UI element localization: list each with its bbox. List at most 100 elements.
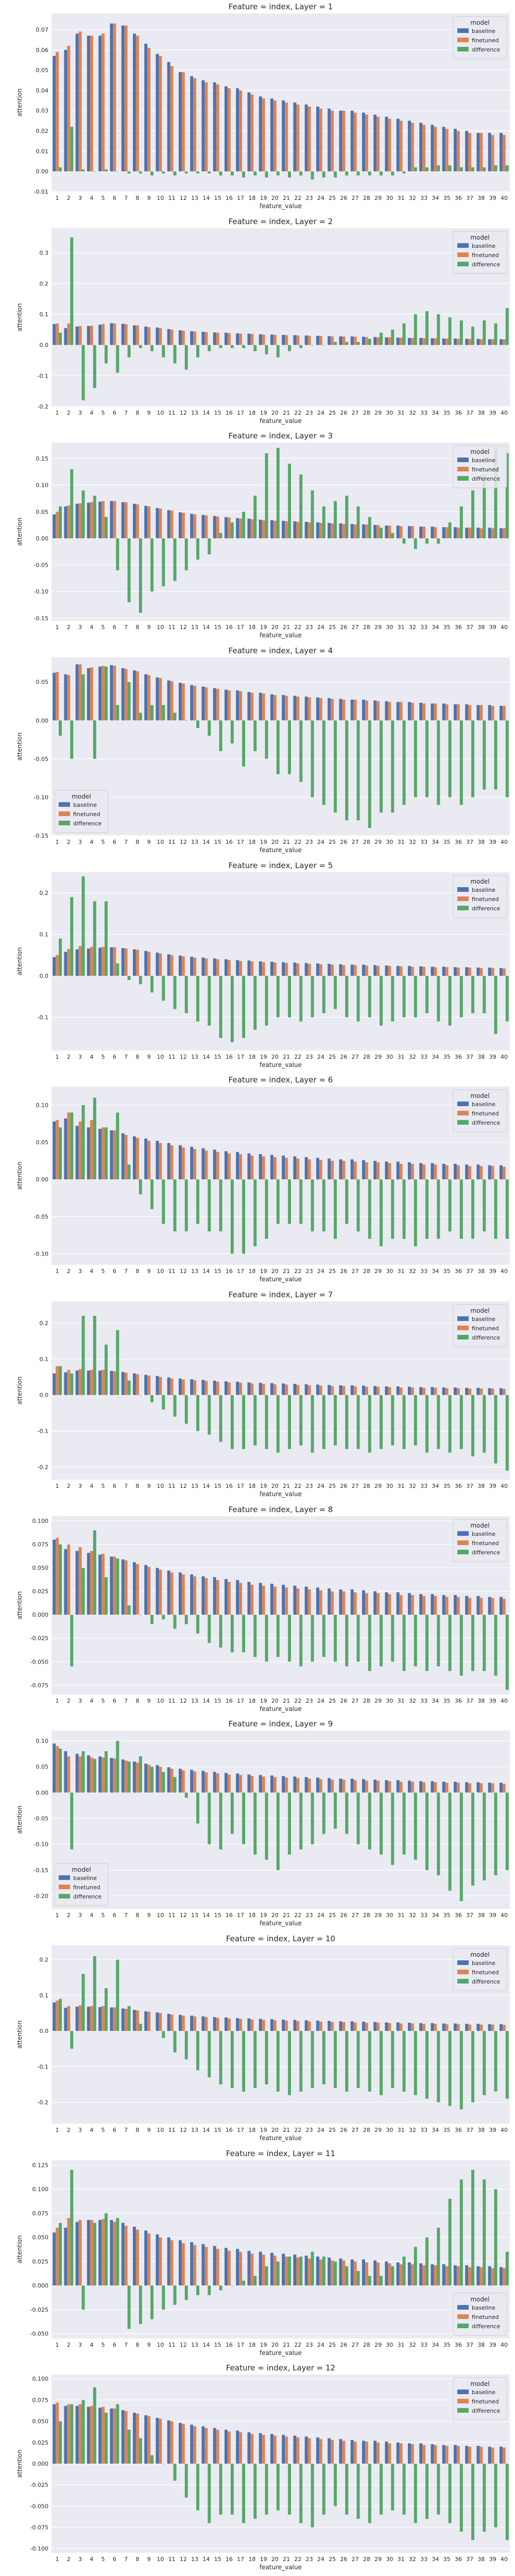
x-tick-label: 10 xyxy=(157,1912,164,1919)
bar-baseline-35 xyxy=(442,2023,445,2031)
bar-difference-40 xyxy=(505,1614,509,1690)
legend-swatch-finetuned xyxy=(457,1326,469,1331)
bar-finetuned-10 xyxy=(159,328,162,345)
bar-finetuned-16 xyxy=(227,1382,231,1395)
x-tick-label: 26 xyxy=(340,839,347,845)
bar-difference-38 xyxy=(483,1179,486,1232)
bar-baseline-20 xyxy=(270,2434,273,2464)
legend-swatch-baseline xyxy=(59,802,71,807)
bar-difference-9 xyxy=(150,1395,154,1402)
bar-difference-28 xyxy=(368,171,371,176)
bar-baseline-27 xyxy=(350,110,354,172)
bar-difference-1 xyxy=(59,720,62,736)
bar-finetuned-11 xyxy=(170,2014,174,2031)
bar-difference-13 xyxy=(196,171,200,174)
bar-baseline-3 xyxy=(75,2222,79,2285)
legend-entry-baseline: baseline xyxy=(472,457,495,464)
bar-difference-32 xyxy=(414,538,417,549)
bar-finetuned-28 xyxy=(365,524,368,539)
x-tick-label: 1 xyxy=(56,410,59,416)
bar-finetuned-5 xyxy=(101,946,105,976)
bar-finetuned-30 xyxy=(388,965,391,976)
bar-baseline-11 xyxy=(167,954,170,976)
bar-baseline-19 xyxy=(259,2251,262,2285)
legend-entry-baseline: baseline xyxy=(472,243,495,249)
bar-baseline-15 xyxy=(213,332,216,345)
x-tick-label: 1 xyxy=(56,2342,59,2348)
bar-baseline-36 xyxy=(453,2445,457,2464)
y-tick-label: -0.10 xyxy=(34,1841,48,1848)
bar-finetuned-35 xyxy=(445,704,449,721)
bar-difference-33 xyxy=(425,2464,429,2519)
bar-difference-24 xyxy=(322,720,325,805)
bar-difference-26 xyxy=(345,975,349,1018)
bar-baseline-1 xyxy=(53,1373,56,1395)
bar-baseline-15 xyxy=(213,958,216,976)
bar-finetuned-25 xyxy=(331,1780,334,1793)
bar-baseline-24 xyxy=(316,963,319,976)
bar-difference-6 xyxy=(116,1112,119,1180)
x-tick-label: 24 xyxy=(317,1268,324,1275)
x-tick-label: 24 xyxy=(317,2556,324,2563)
bar-difference-6 xyxy=(116,1330,119,1395)
x-tick-label: 24 xyxy=(317,1912,324,1919)
bar-difference-33 xyxy=(425,1614,429,1671)
y-axis-label: attention xyxy=(16,89,23,117)
bar-baseline-26 xyxy=(339,964,342,976)
x-tick-label: 23 xyxy=(306,1698,313,1704)
bar-finetuned-29 xyxy=(376,1781,380,1793)
bar-difference-17 xyxy=(242,512,246,539)
bar-baseline-12 xyxy=(178,330,182,345)
bar-finetuned-36 xyxy=(456,1388,460,1395)
bar-baseline-36 xyxy=(453,1164,457,1180)
bar-baseline-21 xyxy=(282,1584,285,1615)
bar-baseline-3 xyxy=(75,1754,79,1793)
bar-finetuned-29 xyxy=(376,2262,380,2285)
legend-swatch-difference xyxy=(457,905,469,910)
bar-finetuned-34 xyxy=(434,2265,437,2285)
x-tick-label: 33 xyxy=(420,1054,427,1060)
bar-difference-8 xyxy=(139,713,142,721)
bar-finetuned-23 xyxy=(307,1385,311,1395)
bar-finetuned-37 xyxy=(468,1783,472,1793)
bar-baseline-20 xyxy=(270,1583,273,1615)
bar-finetuned-4 xyxy=(90,1551,93,1615)
bar-difference-6 xyxy=(116,705,119,721)
x-tick-label: 23 xyxy=(306,195,313,201)
bar-difference-21 xyxy=(288,1395,291,1449)
bar-finetuned-29 xyxy=(376,2443,380,2464)
bar-baseline-25 xyxy=(328,2021,331,2031)
x-axis-label: feature_value xyxy=(260,1276,302,1283)
bar-difference-5 xyxy=(105,169,108,172)
y-tick-label: 0.10 xyxy=(36,482,48,489)
x-tick-label: 9 xyxy=(147,195,151,201)
x-tick-label: 8 xyxy=(135,410,139,416)
x-tick-label: 10 xyxy=(157,1483,164,1489)
bar-finetuned-18 xyxy=(250,333,254,345)
bar-baseline-23 xyxy=(304,1384,308,1395)
bar-difference-17 xyxy=(242,2464,246,2523)
bar-baseline-26 xyxy=(339,336,342,345)
bar-baseline-12 xyxy=(178,72,182,172)
x-tick-label: 15 xyxy=(214,1483,221,1489)
bar-baseline-30 xyxy=(385,2022,388,2031)
bar-baseline-6 xyxy=(110,1370,113,1395)
bar-baseline-31 xyxy=(396,1161,400,1180)
bar-finetuned-8 xyxy=(135,1564,139,1615)
x-tick-label: 13 xyxy=(191,1268,198,1275)
bar-baseline-40 xyxy=(499,2447,503,2464)
bar-finetuned-1 xyxy=(56,1746,59,1793)
x-tick-label: 23 xyxy=(306,624,313,631)
legend-entry-finetuned: finetuned xyxy=(472,896,499,903)
x-tick-label: 8 xyxy=(135,1054,139,1060)
bar-difference-29 xyxy=(380,2031,383,2095)
bar-finetuned-17 xyxy=(239,2251,243,2285)
bar-baseline-3 xyxy=(75,664,79,721)
bar-baseline-14 xyxy=(201,1148,205,1180)
x-tick-label: 17 xyxy=(237,1054,244,1060)
y-axis-label: attention xyxy=(16,303,23,331)
x-tick-label: 29 xyxy=(374,2127,382,2133)
bar-difference-2 xyxy=(70,896,74,976)
x-tick-label: 3 xyxy=(78,2556,82,2563)
bar-difference-38 xyxy=(483,1395,486,1453)
